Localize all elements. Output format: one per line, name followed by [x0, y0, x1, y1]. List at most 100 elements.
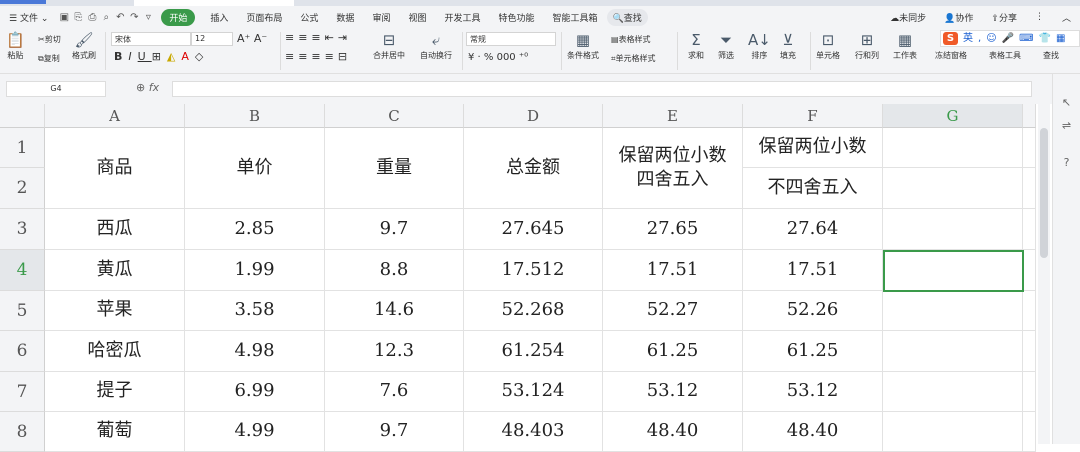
- tab-page-layout[interactable]: 页面布局: [246, 13, 283, 24]
- emoji-icon[interactable]: ☺: [986, 32, 997, 44]
- cell[interactable]: 48.403: [464, 412, 603, 452]
- tab-developer[interactable]: 开发工具: [444, 13, 481, 24]
- tab-toolbox[interactable]: 智能工具箱: [552, 13, 598, 24]
- punct-icon[interactable]: ,: [978, 32, 982, 44]
- cell[interactable]: [1023, 412, 1036, 452]
- worksheet-button[interactable]: ▦ 工作表: [893, 30, 917, 61]
- cell[interactable]: 27.64: [743, 209, 883, 250]
- cell[interactable]: [883, 372, 1023, 412]
- font-grow-icon[interactable]: A⁺ A⁻: [237, 32, 268, 45]
- border-icon[interactable]: ⊞: [151, 50, 167, 63]
- tab-insert[interactable]: 插入: [210, 13, 229, 24]
- cell[interactable]: 27.645: [464, 209, 603, 250]
- header-cell[interactable]: 不四舍五入: [743, 168, 883, 209]
- cell[interactable]: 4.99: [185, 412, 325, 452]
- font-color-icon[interactable]: A: [181, 50, 195, 63]
- help-icon[interactable]: ?: [1063, 156, 1070, 169]
- header-cell[interactable]: 商品: [45, 128, 185, 209]
- cell[interactable]: 1.99: [185, 250, 325, 291]
- fill-color-icon[interactable]: ◭: [166, 50, 182, 63]
- cell[interactable]: 27.65: [603, 209, 743, 250]
- cell[interactable]: 61.254: [464, 331, 603, 372]
- cell[interactable]: 7.6: [325, 372, 464, 412]
- cell[interactable]: 52.27: [603, 291, 743, 331]
- tab-home[interactable]: 开始: [161, 8, 196, 26]
- row-header-3[interactable]: 3: [0, 209, 45, 250]
- file-menu[interactable]: ☰ 文件 ⌄: [9, 13, 49, 24]
- sort-button[interactable]: A↓ 排序: [748, 30, 771, 61]
- bold-icon[interactable]: B: [114, 50, 129, 63]
- search-button[interactable]: 🔍查找: [606, 8, 648, 26]
- spreadsheet-grid[interactable]: A B C D E F G 1 2 3 4 5 6 7 8 商品 单价 重量 总金额 保留两位小数 四舍五入 保留两位小…: [0, 104, 1036, 452]
- column-header-F[interactable]: F: [743, 104, 883, 128]
- row-header-8[interactable]: 8: [0, 412, 45, 452]
- fx-button[interactable]: ⊕ fx: [136, 81, 160, 94]
- cell[interactable]: 17.51: [603, 250, 743, 291]
- collab-button[interactable]: 👤协作: [944, 13, 974, 24]
- rows-cols-button[interactable]: ⊞ 行和列: [855, 30, 879, 61]
- cell[interactable]: 52.26: [743, 291, 883, 331]
- tab-data[interactable]: 数据: [336, 13, 355, 24]
- cell[interactable]: 提子: [45, 372, 185, 412]
- cell[interactable]: [1023, 209, 1036, 250]
- row-header-7[interactable]: 7: [0, 372, 45, 412]
- cells-button[interactable]: ⊡ 单元格: [816, 30, 840, 61]
- sync-button[interactable]: ☁未同步: [890, 13, 927, 24]
- more-options-icon[interactable]: ⋮: [1034, 12, 1044, 22]
- cell[interactable]: 53.124: [464, 372, 603, 412]
- row-header-5[interactable]: 5: [0, 291, 45, 331]
- wrap-text-button[interactable]: ⤶ 自动换行: [420, 30, 452, 61]
- cell[interactable]: 48.40: [603, 412, 743, 452]
- italic-icon[interactable]: I: [128, 50, 138, 63]
- tab-features[interactable]: 特色功能: [498, 13, 535, 24]
- conditional-format-button[interactable]: ▦ 条件格式: [567, 30, 599, 61]
- sum-button[interactable]: Σ 求和: [688, 30, 704, 61]
- table-style-button[interactable]: ▤表格样式: [611, 35, 651, 44]
- cell[interactable]: 17.512: [464, 250, 603, 291]
- halign-buttons[interactable]: ≡≡≡≡⊟: [285, 50, 352, 63]
- formula-input[interactable]: [172, 81, 1032, 97]
- font-family-select[interactable]: 宋体: [111, 32, 191, 46]
- header-cell[interactable]: 重量: [325, 128, 464, 209]
- column-header-B[interactable]: B: [185, 104, 325, 128]
- more-icon[interactable]: ▿: [145, 11, 151, 23]
- cell[interactable]: 西瓜: [45, 209, 185, 250]
- tab-view[interactable]: 视图: [408, 13, 427, 24]
- cell[interactable]: [883, 331, 1023, 372]
- cell[interactable]: [883, 412, 1023, 452]
- active-tab[interactable]: [134, 0, 294, 6]
- cell[interactable]: 12.3: [325, 331, 464, 372]
- header-cell[interactable]: 保留两位小数: [743, 128, 883, 168]
- format-painter-button[interactable]: 🖌 格式刷: [72, 30, 96, 61]
- cell[interactable]: 2.85: [185, 209, 325, 250]
- header-cell[interactable]: 总金额: [464, 128, 603, 209]
- cut-button[interactable]: ✂剪切: [38, 35, 61, 44]
- cell[interactable]: 61.25: [743, 331, 883, 372]
- export-icon[interactable]: ⎘: [74, 11, 83, 23]
- font-style-buttons[interactable]: BIU⊞◭A◇: [114, 50, 209, 63]
- name-box[interactable]: G4: [6, 81, 106, 97]
- cell[interactable]: [883, 128, 1023, 168]
- row-header-4[interactable]: 4: [0, 250, 45, 291]
- scrollbar-thumb[interactable]: [1040, 128, 1048, 258]
- header-cell[interactable]: 保留两位小数 四舍五入: [603, 128, 743, 209]
- fill-button[interactable]: ⊻ 填充: [780, 30, 796, 61]
- cell[interactable]: [1023, 331, 1036, 372]
- cell[interactable]: [1023, 250, 1036, 291]
- cell[interactable]: 8.8: [325, 250, 464, 291]
- cell[interactable]: 17.51: [743, 250, 883, 291]
- cell[interactable]: 哈密瓜: [45, 331, 185, 372]
- header-cell[interactable]: 单价: [185, 128, 325, 209]
- cell[interactable]: [883, 209, 1023, 250]
- cell[interactable]: [1023, 168, 1036, 209]
- number-format-select[interactable]: 常规: [466, 32, 556, 46]
- redo-icon[interactable]: ↷: [130, 11, 139, 23]
- clear-icon[interactable]: ◇: [194, 50, 210, 63]
- cell[interactable]: 黄瓜: [45, 250, 185, 291]
- undo-icon[interactable]: ↶: [116, 11, 125, 23]
- cell[interactable]: 61.25: [603, 331, 743, 372]
- row-header-2[interactable]: 2: [0, 168, 45, 209]
- settings-icon[interactable]: ⇌: [1061, 119, 1072, 132]
- column-header-D[interactable]: D: [464, 104, 603, 128]
- cell[interactable]: [1023, 128, 1036, 168]
